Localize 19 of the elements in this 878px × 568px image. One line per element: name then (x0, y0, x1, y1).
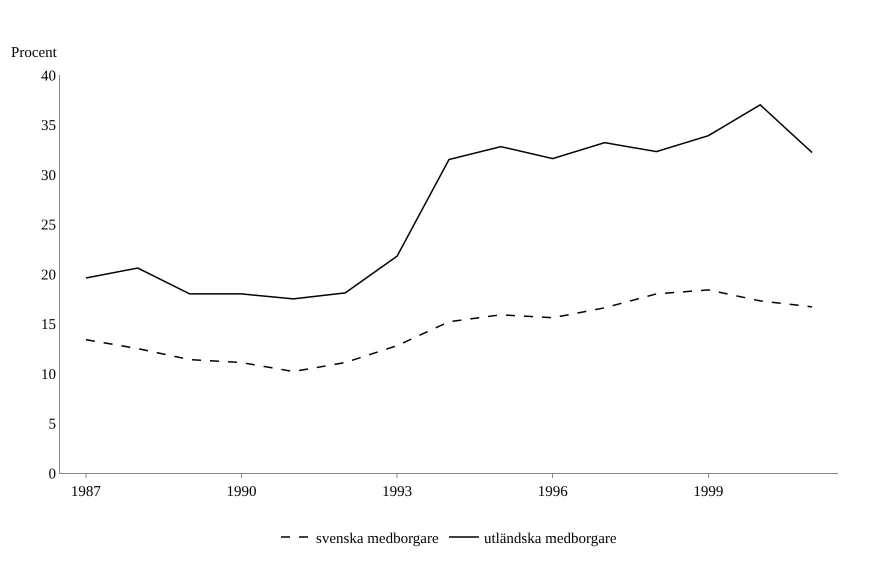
y-tick-label: 15 (41, 317, 56, 333)
y-tick-label: 40 (41, 68, 56, 84)
legend-label: utländska medborgare (484, 530, 617, 547)
y-tick-label: 25 (41, 218, 56, 234)
y-axis-title: Procent (11, 45, 58, 61)
y-tick-label: 30 (41, 168, 56, 184)
y-tick-label: 5 (48, 416, 56, 432)
line-series (85, 289, 813, 372)
x-tick-label: 1990 (226, 484, 257, 500)
y-tick-label: 20 (41, 267, 56, 284)
y-tick-label: 0 (48, 466, 56, 482)
line-series (85, 104, 813, 300)
y-tick-label: 10 (41, 366, 56, 383)
y-tick-label: 35 (41, 118, 56, 134)
x-tick-label: 1987 (70, 484, 102, 500)
x-tick-label: 1996 (538, 484, 568, 500)
x-tick-label: 1999 (693, 484, 724, 500)
x-tick-label: 1993 (382, 484, 412, 500)
legend-label: svenska medborgare (316, 530, 439, 547)
